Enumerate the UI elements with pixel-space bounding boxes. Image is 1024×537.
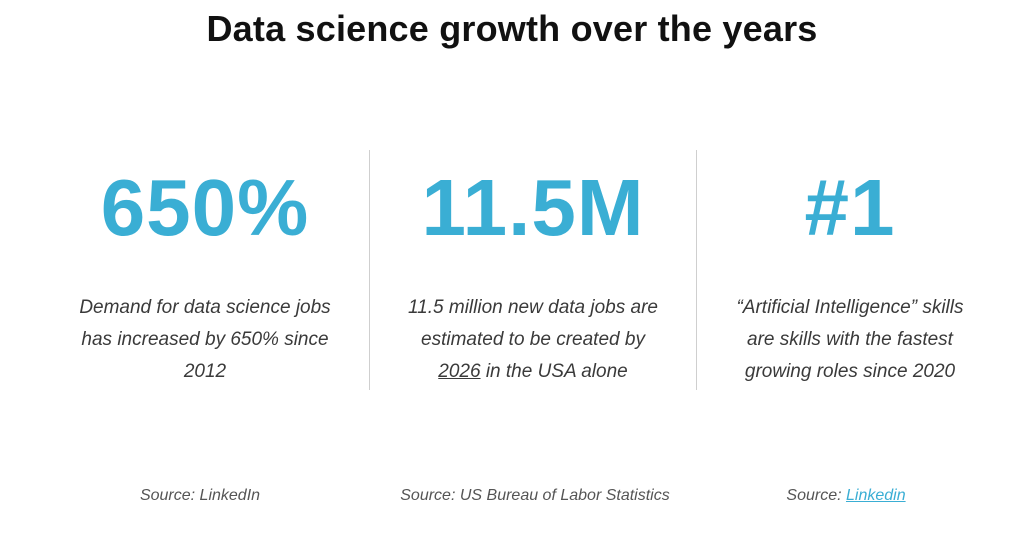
stat-column-ai-skills: #1 “Artificial Intelligence” skills are … [690,160,1010,388]
description-line: 2012 [65,356,345,388]
description-text: in the USA alone [481,361,628,382]
stat-column-new-data-jobs: 11.5M 11.5 million new data jobs are est… [373,160,693,388]
description-line: Demand for data science jobs [65,292,345,324]
description-line: 2026 in the USA alone [393,356,673,388]
description-line: has increased by 650% since [65,324,345,356]
column-divider-1 [369,150,370,390]
stat-description: 11.5 million new data jobs are estimated… [373,292,693,388]
stat-description: “Artificial Intelligence” skills are ski… [690,292,1010,388]
stat-value: 650% [45,160,365,256]
source-prefix: Source: [140,487,200,504]
description-line: “Artificial Intelligence” skills [710,292,990,324]
linkedin-source-link[interactable]: Linkedin [846,487,906,504]
source-bls: Source: US Bureau of Labor Statistics [365,487,705,505]
page-title: Data science growth over the years [0,8,1024,50]
source-name: LinkedIn [200,487,261,504]
stat-value: 11.5M [373,160,693,256]
description-line: 11.5 million new data jobs are [393,292,673,324]
stat-column-linkedin-demand: 650% Demand for data science jobs has in… [45,160,365,388]
source-linkedin: Source: LinkedIn [30,487,370,505]
source-prefix: Source: [786,487,846,504]
source-linkedin-link: Source: Linkedin [676,487,1016,505]
description-line: are skills with the fastest [710,324,990,356]
underlined-year: 2026 [438,361,480,382]
source-prefix: Source: [400,487,460,504]
source-name: US Bureau of Labor Statistics [460,487,670,504]
description-line: estimated to be created by [393,324,673,356]
stat-value: #1 [690,160,1010,256]
description-line: growing roles since 2020 [710,356,990,388]
stat-description: Demand for data science jobs has increas… [45,292,365,388]
